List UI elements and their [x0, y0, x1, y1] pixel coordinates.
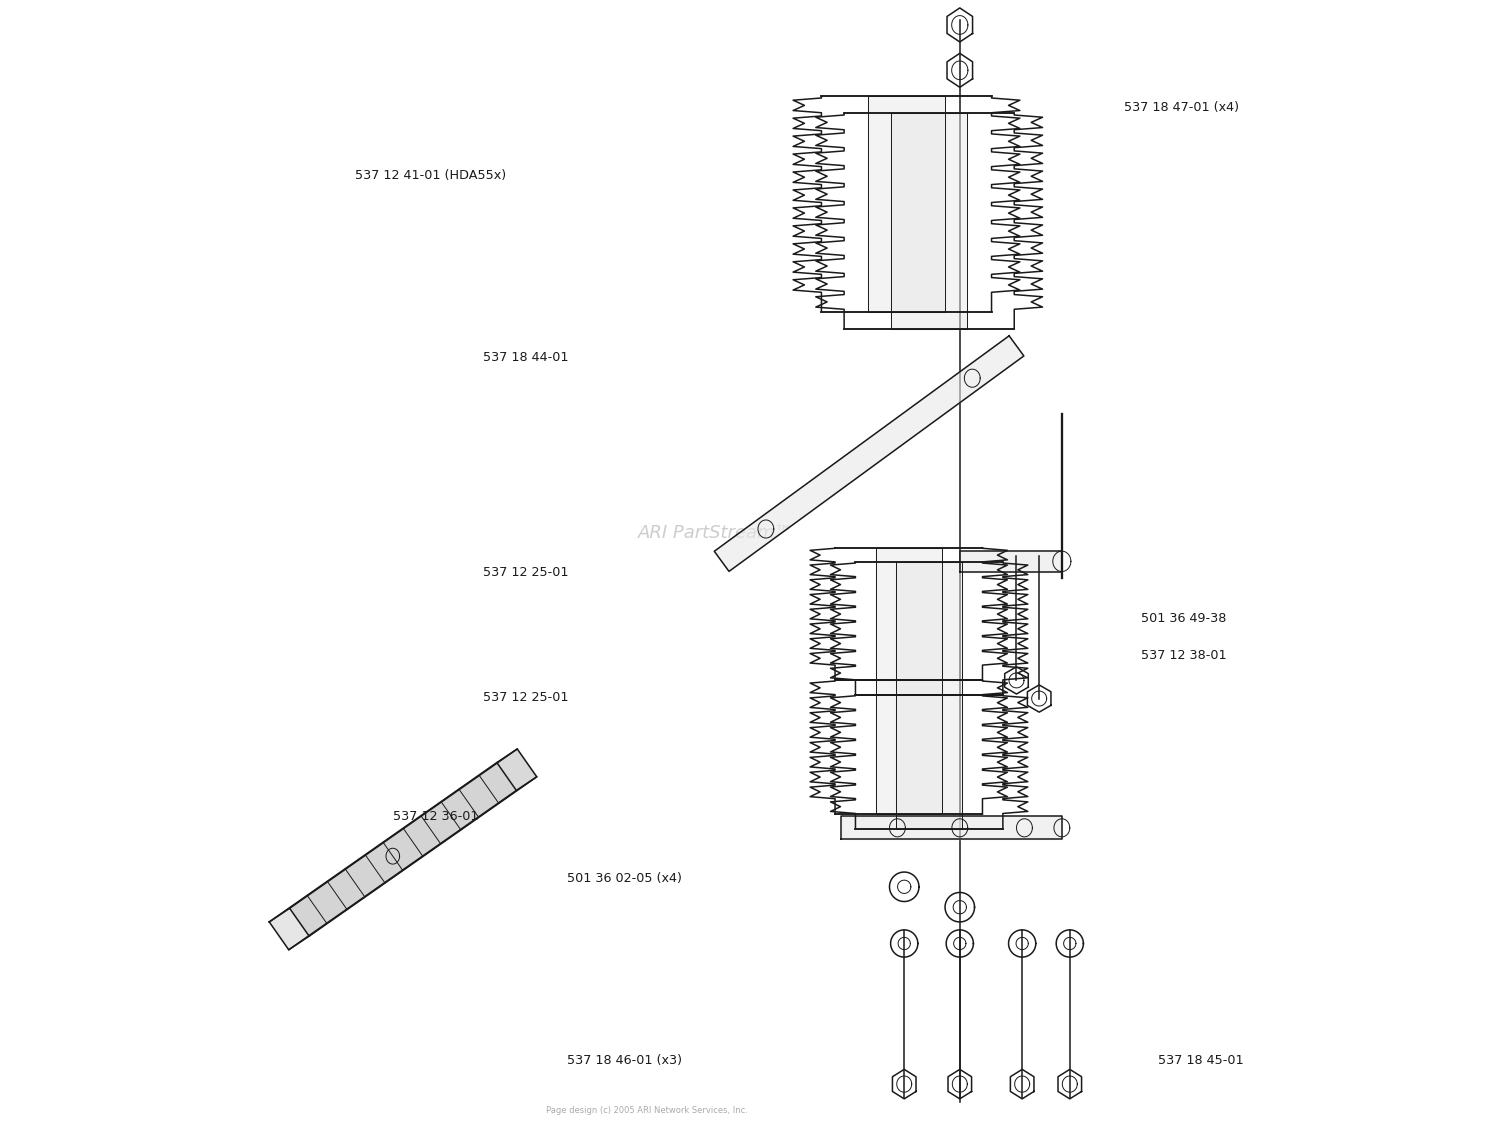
Text: 537 12 41-01 (HDA55x): 537 12 41-01 (HDA55x): [356, 169, 506, 183]
Polygon shape: [268, 762, 516, 950]
Text: ARI PartStream™: ARI PartStream™: [638, 524, 794, 542]
Text: 537 12 36-01: 537 12 36-01: [393, 810, 478, 823]
Text: 537 12 25-01: 537 12 25-01: [483, 566, 568, 579]
Polygon shape: [714, 336, 1024, 572]
Text: 501 36 49-38: 501 36 49-38: [1142, 611, 1227, 625]
Text: 537 12 38-01: 537 12 38-01: [1142, 649, 1227, 662]
Polygon shape: [960, 551, 1062, 572]
Text: 537 18 45-01: 537 18 45-01: [1158, 1053, 1244, 1067]
Text: 501 36 02-05 (x4): 501 36 02-05 (x4): [567, 872, 682, 886]
Polygon shape: [840, 816, 1062, 839]
Polygon shape: [290, 748, 537, 937]
Text: 537 12 25-01: 537 12 25-01: [483, 691, 568, 704]
Text: 537 18 44-01: 537 18 44-01: [483, 350, 568, 364]
Text: 537 18 46-01 (x3): 537 18 46-01 (x3): [567, 1053, 682, 1067]
Text: 537 18 47-01 (x4): 537 18 47-01 (x4): [1124, 101, 1239, 115]
Text: Page design (c) 2005 ARI Network Services, Inc.: Page design (c) 2005 ARI Network Service…: [546, 1106, 748, 1115]
